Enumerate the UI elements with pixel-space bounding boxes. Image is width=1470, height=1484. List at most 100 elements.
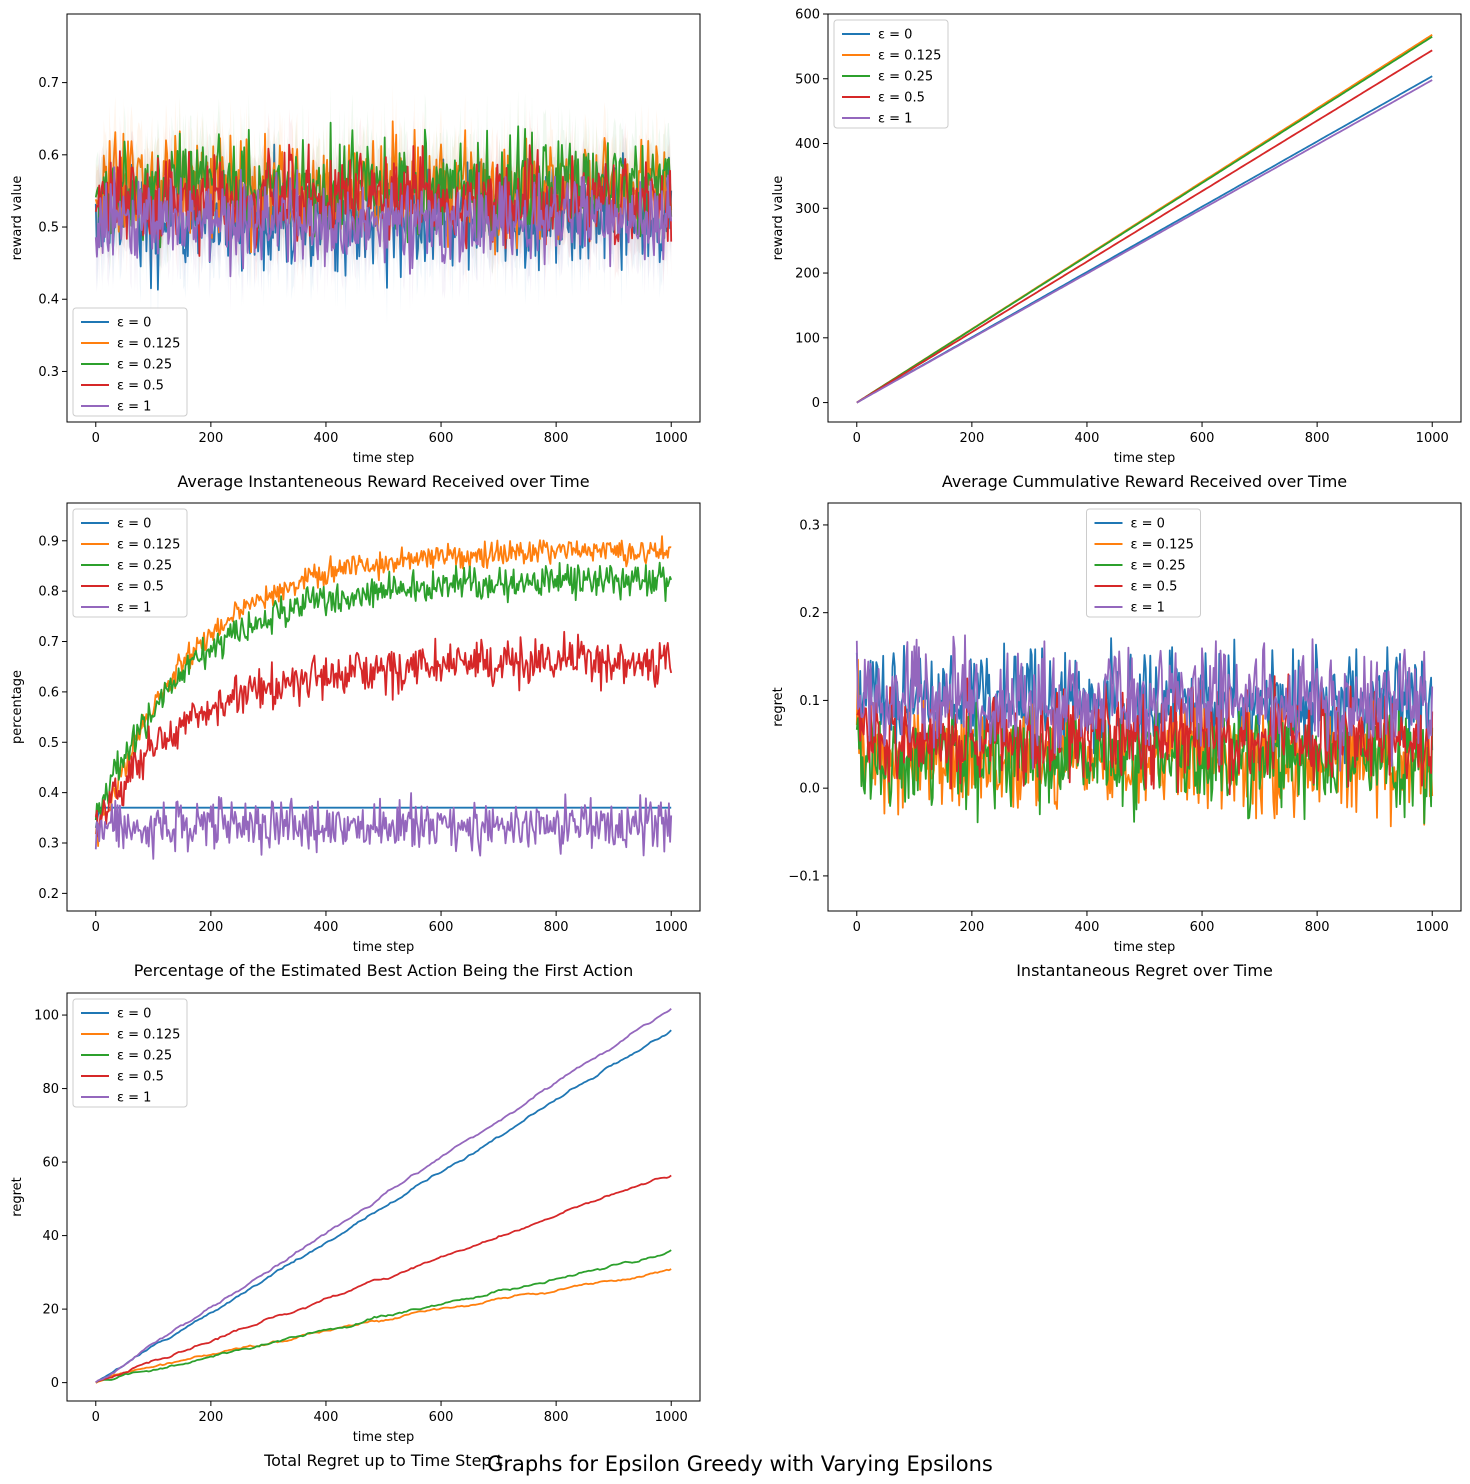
x-tick-label: 600 [429, 920, 454, 935]
series-line-4 [856, 79, 1433, 404]
legend-label: ε = 0.125 [1131, 538, 1194, 553]
y-tick-label: 100 [34, 1009, 59, 1024]
y-tick-label: 600 [795, 8, 820, 23]
y-tick-label: 100 [795, 331, 820, 346]
series-line-3 [95, 1174, 672, 1383]
y-tick-label: 0.3 [799, 518, 820, 533]
legend: ε = 0 ε = 0.125 ε = 0.25 ε = 0.5 ε = 1 [72, 508, 188, 618]
legend-label: ε = 0.25 [1131, 559, 1186, 574]
series-line-0 [94, 806, 672, 829]
axes-frame [827, 502, 1462, 912]
x-tick-label: 0 [853, 920, 861, 935]
y-tick-label: 80 [42, 1082, 59, 1097]
series-line-4 [94, 792, 673, 860]
x-tick-label: 1000 [1416, 431, 1449, 446]
axes-frame [66, 502, 701, 912]
legend-label: ε = 0.5 [1131, 580, 1178, 595]
y-tick-label: 0.7 [38, 76, 59, 91]
y-axis-label: regret [771, 687, 786, 726]
x-tick-label: 600 [1190, 431, 1215, 446]
legend-label: ε = 1 [117, 1091, 151, 1106]
series-line-4 [855, 634, 1434, 772]
chart-title: Instantaneous Regret over Time [1016, 961, 1273, 980]
x-tick-label: 400 [314, 920, 339, 935]
x-tick-label: 800 [544, 920, 569, 935]
series-band-3 [95, 108, 672, 293]
panel-total-regret: 0 200 400 600 800 1000 0 20 40 60 80 100 time step re… [10, 992, 701, 1470]
x-tick-label: 200 [198, 431, 223, 446]
legend-label: ε = 0.25 [117, 559, 172, 574]
x-tick-label: 0 [92, 920, 100, 935]
y-tick-label: 500 [795, 72, 820, 87]
legend-label: ε = 0.25 [878, 70, 933, 85]
y-tick-label: 40 [42, 1229, 59, 1244]
y-tick-label: 0.6 [38, 685, 59, 700]
x-axis-label: time step [1114, 940, 1176, 955]
y-tick-label: 300 [795, 202, 820, 217]
y-tick-label: 0.7 [38, 635, 59, 650]
x-tick-label: 600 [429, 1410, 454, 1425]
legend-label: ε = 1 [878, 112, 912, 127]
x-axis-label: time step [353, 1430, 415, 1445]
legend: ε = 0 ε = 0.125 ε = 0.25 ε = 0.5 ε = 1 [1086, 508, 1201, 618]
y-tick-label: 0.6 [38, 148, 59, 163]
plot-area [94, 535, 673, 860]
x-tick-label: 0 [92, 431, 100, 446]
x-tick-label: 1000 [655, 920, 688, 935]
series-line-0 [95, 1029, 672, 1384]
y-tick-label: 0.5 [38, 221, 59, 236]
panel-best-action: 0 200 400 600 800 1000 0.2 0.3 0.4 0.5 0.6 0.7 0.8 0.… [10, 502, 701, 980]
x-tick-label: 800 [544, 431, 569, 446]
plot-area [94, 85, 673, 326]
x-tick-label: 600 [429, 431, 454, 446]
y-tick-label: 0.3 [38, 837, 59, 852]
y-tick-label: 60 [42, 1156, 59, 1171]
figure-title: Graphs for Epsilon Greedy with Varying E… [487, 1452, 993, 1476]
x-tick-label: 800 [1305, 920, 1330, 935]
x-tick-label: 0 [853, 431, 861, 446]
x-axis-label: time step [353, 451, 415, 466]
x-tick-label: 1000 [655, 431, 688, 446]
series-line-2 [94, 561, 673, 821]
x-tick-label: 200 [198, 920, 223, 935]
y-axis-label: reward value [10, 176, 25, 261]
chart-title: Average Cummulative Reward Received over… [942, 472, 1347, 491]
y-tick-label: 200 [795, 267, 820, 282]
chart-title: Total Regret up to Time Step t [263, 1451, 503, 1470]
series-line-1 [95, 1268, 672, 1384]
legend-label: ε = 0 [1131, 517, 1165, 532]
panel-inst-reward: 0 200 400 600 800 1000 0.3 0.4 0.5 0.6 0.7 time ste… [10, 13, 701, 491]
legend-label: ε = 0 [117, 517, 151, 532]
legend-label: ε = 0 [117, 316, 151, 331]
legend-label: ε = 1 [117, 400, 151, 415]
x-tick-label: 200 [198, 1410, 223, 1425]
y-tick-label: 0.0 [799, 782, 820, 797]
legend-label: ε = 0.125 [878, 49, 941, 64]
panel-inst-regret: 0 200 400 600 800 1000 −0.1 0.0 0.1 0.2 0.3 time st… [771, 502, 1462, 980]
y-tick-label: 0 [51, 1376, 59, 1391]
panel-cum-reward: 0 200 400 600 800 1000 0 100 200 300 400 500 600 time… [771, 8, 1462, 491]
x-tick-label: 200 [959, 920, 984, 935]
legend-label: ε = 0.5 [117, 1070, 164, 1085]
series-line-4 [95, 1008, 672, 1384]
axes-frame [66, 992, 701, 1402]
y-tick-label: 0 [812, 396, 820, 411]
y-tick-label: 0.1 [799, 694, 820, 709]
x-tick-label: 1000 [655, 1410, 688, 1425]
chart-title: Percentage of the Estimated Best Action … [134, 961, 633, 980]
x-tick-label: 1000 [1416, 920, 1449, 935]
x-tick-label: 400 [1075, 920, 1100, 935]
legend-label: ε = 0 [117, 1007, 151, 1022]
legend-label: ε = 0.5 [878, 91, 925, 106]
series-line-2 [95, 1249, 672, 1384]
x-tick-label: 400 [314, 431, 339, 446]
y-tick-label: 20 [42, 1303, 59, 1318]
legend-label: ε = 0 [878, 28, 912, 43]
y-tick-label: 400 [795, 137, 820, 152]
y-tick-label: 0.4 [38, 786, 59, 801]
y-tick-label: 0.3 [38, 365, 59, 380]
legend-box [833, 19, 949, 129]
series-line-4 [94, 166, 673, 278]
axes-frame [66, 13, 701, 423]
